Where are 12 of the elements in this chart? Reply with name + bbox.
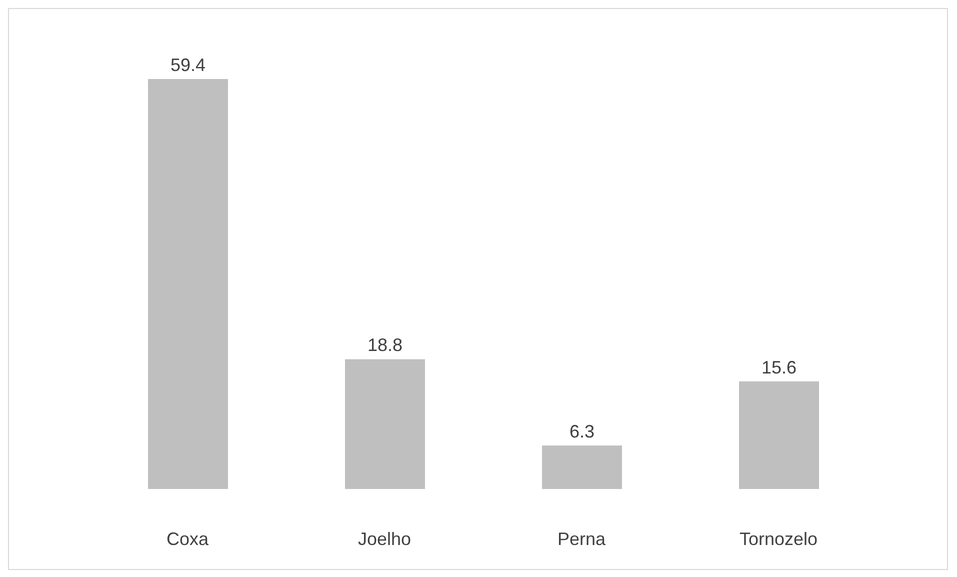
- data-label: 59.4: [170, 55, 206, 75]
- x-tick-label: Perna: [557, 528, 606, 549]
- x-tick-label: Joelho: [358, 528, 412, 549]
- x-tick-label: Tornozelo: [739, 528, 818, 549]
- data-label: 18.8: [367, 335, 403, 356]
- data-label: 15.6: [761, 357, 797, 378]
- bar: [148, 79, 228, 489]
- data-label: 6.3: [569, 422, 595, 442]
- bar: [739, 381, 819, 489]
- bar: [345, 359, 425, 489]
- x-tick-label: Coxa: [166, 528, 210, 549]
- bar: [542, 446, 622, 489]
